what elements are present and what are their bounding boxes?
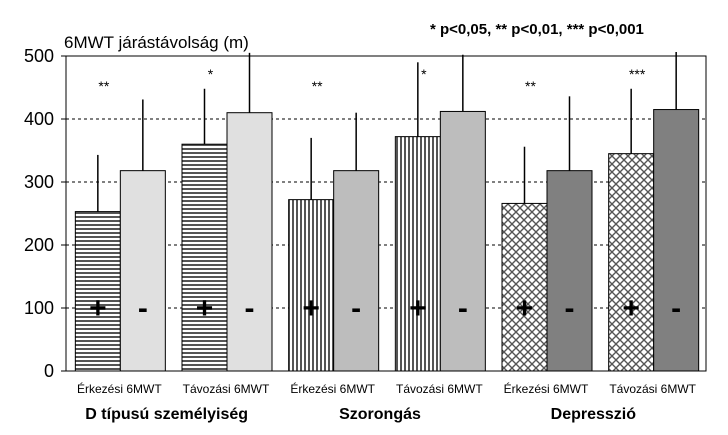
y-axis-title: 6MWT járástávolság (m) <box>64 33 249 52</box>
significance-marker: * <box>208 66 214 82</box>
series-sign-minus: - <box>351 292 361 325</box>
series-sign-plus: + <box>409 292 427 325</box>
significance-legend: * p<0,05, ** p<0,01, *** p<0,001 <box>430 21 644 38</box>
y-tick-label: 400 <box>24 109 54 129</box>
bar-minus <box>226 112 273 372</box>
plot-frame <box>65 55 707 372</box>
series-sign-plus: + <box>622 292 640 325</box>
y-tick-label: 300 <box>24 172 54 192</box>
x-category-label: Érkezési 6MWT <box>504 381 589 396</box>
series-sign-plus: + <box>196 292 214 325</box>
error-bars <box>97 52 677 212</box>
series-sign-minus: - <box>245 292 255 325</box>
bar-plus <box>394 136 441 372</box>
series-sign-plus: + <box>516 292 534 325</box>
bar-plus <box>501 202 548 372</box>
x-category-label: Érkezési 6MWT <box>290 381 375 396</box>
series-sign-minus: - <box>138 292 148 325</box>
significance-marker: * <box>421 66 427 82</box>
y-tick-label: 100 <box>24 298 54 318</box>
bar-plus <box>608 153 655 372</box>
bar-plus <box>288 199 335 372</box>
significance-marker: ** <box>98 78 109 94</box>
series-sign-minus: - <box>671 292 681 325</box>
significance-marker: ** <box>525 78 536 94</box>
group-label: Depresszió <box>551 406 637 423</box>
y-tick-label: 200 <box>24 235 54 255</box>
x-category-label: Távozási 6MWT <box>183 382 270 396</box>
bar-minus <box>546 170 593 372</box>
group-label: D típusú személyiség <box>85 406 248 423</box>
series-sign-plus: + <box>89 292 107 325</box>
significance-marker: *** <box>629 66 646 82</box>
bars <box>74 109 700 372</box>
significance-marker: ** <box>312 78 323 94</box>
x-category-label: Távozási 6MWT <box>609 382 696 396</box>
bar-minus <box>653 109 700 372</box>
bar-minus <box>439 110 486 372</box>
group-label: Szorongás <box>339 406 421 423</box>
series-sign-minus: - <box>565 292 575 325</box>
series-sign-plus: + <box>302 292 320 325</box>
bar-minus <box>119 170 166 372</box>
x-category-label: Távozási 6MWT <box>396 382 483 396</box>
series-sign-minus: - <box>458 292 468 325</box>
axes <box>61 55 707 372</box>
gridlines <box>66 118 706 309</box>
bar-plus <box>181 143 228 372</box>
y-tick-label: 0 <box>44 361 54 381</box>
bar-minus <box>333 170 380 372</box>
x-category-label: Érkezési 6MWT <box>77 381 162 396</box>
y-tick-label: 500 <box>24 46 54 66</box>
